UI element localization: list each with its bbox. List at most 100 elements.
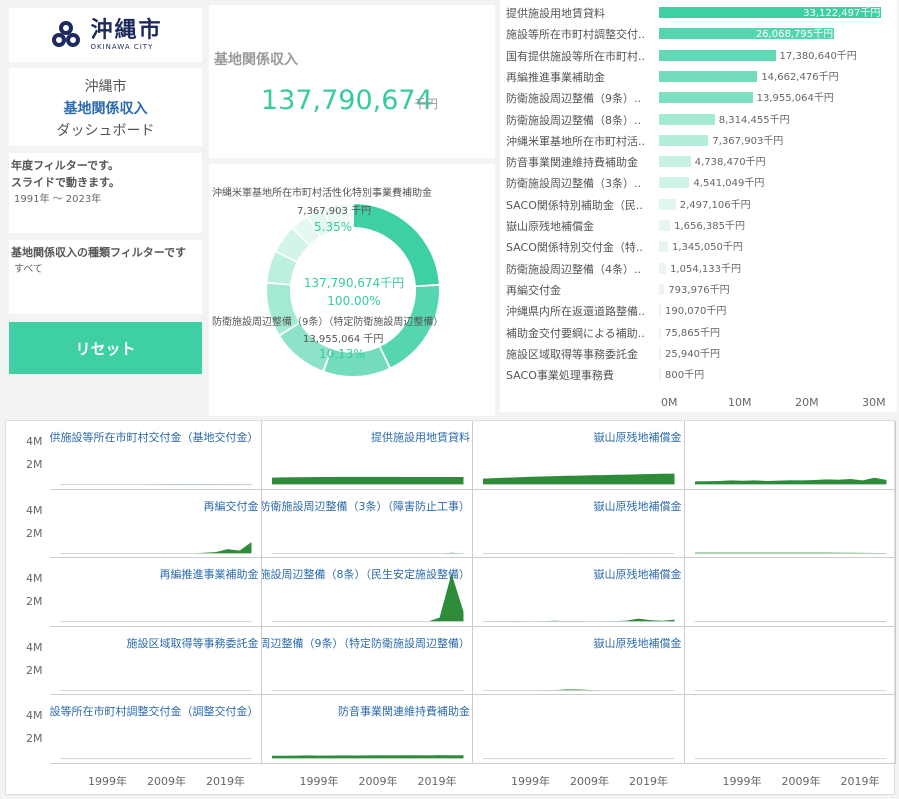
donut-slice[interactable] xyxy=(267,252,297,284)
bar-row[interactable]: 嶽山原残地補償金 1,656,385千円 xyxy=(500,215,897,236)
bar-row[interactable]: 防衛施設周辺整備（3条）.. 4,541,049千円 xyxy=(500,172,897,193)
area-panel[interactable]: 国有提供施設等所在市町村交付金（基地交付金） xyxy=(50,421,262,490)
area-panel[interactable] xyxy=(684,558,896,627)
bar-row[interactable]: 施設等所在市町村調整交付.. 26,068,795千円 xyxy=(500,23,897,44)
donut-slice[interactable] xyxy=(340,204,347,228)
bar[interactable] xyxy=(659,305,661,317)
area-panel-title: 施設等所在市町村調整交付金（調整交付金） xyxy=(50,705,259,719)
donut-slice[interactable] xyxy=(324,206,338,231)
area-x-tick: 2019年 xyxy=(629,775,668,788)
logo-name: 沖縄市 xyxy=(90,18,163,43)
donut-slice[interactable] xyxy=(276,229,309,262)
donut-slice[interactable] xyxy=(345,204,350,228)
bar-row[interactable]: 防衛施設周辺整備（8条）.. 8,314,455千円 xyxy=(500,109,897,130)
area-panel-title: 再編推進事業補助金 xyxy=(159,568,259,582)
donut-slice[interactable] xyxy=(324,347,389,376)
bar-row[interactable]: 再編交付金 793,976千円 xyxy=(500,279,897,300)
area-panel[interactable] xyxy=(684,421,896,490)
bar-row[interactable]: 再編推進事業補助金 14,662,476千円 xyxy=(500,66,897,87)
bar-row[interactable]: 防衛施設周辺整備（9条）.. 13,955,064千円 xyxy=(500,87,897,108)
reset-button[interactable]: リセット xyxy=(9,322,202,374)
bar[interactable] xyxy=(659,369,661,381)
area-panel[interactable]: 防衛施設周辺整備（3条）（障害防止工事） xyxy=(261,489,473,559)
bar-row[interactable]: 沖縄米軍基地所在市町村活.. 7,367,903千円 xyxy=(500,130,897,151)
donut-slice[interactable] xyxy=(353,204,439,286)
area-panel-plot xyxy=(60,541,252,554)
bar[interactable] xyxy=(659,156,691,168)
kpi-unit: 千円 xyxy=(414,97,439,111)
area-panel[interactable]: 防衛施設周辺整備（8条）（民生安定施設整備） xyxy=(261,558,473,627)
bar-label: SACO関係特別補助金（民.. xyxy=(506,198,643,212)
area-panel[interactable]: 再編交付金 xyxy=(50,489,262,559)
bar[interactable] xyxy=(659,220,671,231)
area-panel-plot xyxy=(271,476,463,486)
area-panel[interactable]: 嶽山原残地補償金 xyxy=(473,421,685,490)
bar-row[interactable]: SACO関係特別交付金（特.. 1,345,050千円 xyxy=(500,236,897,257)
donut-slice[interactable] xyxy=(280,323,331,371)
bar-row[interactable]: 防音事業関連維持費補助金 4,738,470千円 xyxy=(500,151,897,172)
area-series xyxy=(271,573,463,622)
area-panel[interactable]: 嶽山原残地補償金 xyxy=(473,558,685,627)
bar[interactable] xyxy=(659,134,709,146)
bar-row[interactable]: 提供施設用地賃貸料 33,122,497千円 xyxy=(500,2,897,23)
donut-slice[interactable] xyxy=(267,283,299,335)
year-filter-value[interactable]: 1991年 〜 2023年 xyxy=(14,194,102,205)
area-y-tick: 4M xyxy=(26,709,43,723)
bar[interactable] xyxy=(659,177,690,189)
bar-label: SACO関係特別交付金（特.. xyxy=(506,241,643,255)
donut-callout2-value: 13,955,064 千円 xyxy=(303,334,384,345)
bar-row[interactable]: SACO事業処理事務費 800千円 xyxy=(500,364,897,385)
area-panel[interactable]: 防衛施設周辺整備（9条）（特定防衛施設周辺整備） xyxy=(261,626,473,696)
area-panel[interactable]: 提供施設用地賃貸料 xyxy=(261,421,473,490)
area-panel[interactable] xyxy=(684,626,896,696)
type-filter[interactable]: 基地関係収入の種類フィルターです すべて xyxy=(9,240,202,314)
bar-row[interactable]: 施設区域取得等事務委託金 25,940千円 xyxy=(500,343,897,364)
year-filter[interactable]: 年度フィルターです。 スライドで動きます。 1991年 〜 2023年 xyxy=(9,153,202,233)
area-panel-plot xyxy=(60,621,252,623)
area-panel[interactable]: 施設等所在市町村調整交付金（調整交付金） xyxy=(50,695,262,764)
bar-label: 施設等所在市町村調整交付.. xyxy=(506,28,645,42)
bar-label: 防衛施設周辺整備（3条）.. xyxy=(506,177,641,191)
area-panel[interactable] xyxy=(684,489,896,559)
bar[interactable] xyxy=(659,283,665,295)
donut-slice[interactable] xyxy=(380,285,439,368)
donut-slice[interactable] xyxy=(349,204,352,228)
bar[interactable] xyxy=(659,7,882,18)
donut-slice[interactable] xyxy=(308,209,331,237)
bar[interactable] xyxy=(659,70,758,82)
bar[interactable] xyxy=(659,113,715,125)
bar[interactable] xyxy=(659,198,676,210)
bar-row[interactable]: 補助金交付要綱による補助.. 75,865千円 xyxy=(500,322,897,343)
area-panel[interactable]: 嶽山原残地補償金 xyxy=(473,489,685,559)
area-panel[interactable]: 施設区域取得等事務委託金 xyxy=(50,626,262,696)
bar-label: SACO事業処理事務費 xyxy=(506,369,614,383)
area-panel[interactable] xyxy=(473,695,685,764)
bar-row[interactable]: SACO関係特別補助金（民.. 2,497,106千円 xyxy=(500,194,897,215)
donut-slice[interactable] xyxy=(293,217,320,245)
donut-callout1-label: 沖縄米軍基地所在市町村活性化特別事業費補助金 xyxy=(212,188,432,199)
bar[interactable] xyxy=(659,241,669,253)
bar-value-label: 1,345,050千円 xyxy=(672,242,743,254)
area-panel[interactable] xyxy=(684,695,896,764)
area-panel-plot xyxy=(483,758,675,760)
type-filter-label: 基地関係収入の種類フィルターです xyxy=(11,246,187,259)
bar-label: 施設区域取得等事務委託金 xyxy=(506,347,638,361)
area-panel[interactable]: 嶽山原残地補償金 xyxy=(473,626,685,696)
area-panel-title: 嶽山原残地補償金 xyxy=(593,636,682,650)
title-line3: ダッシュボード xyxy=(56,123,155,139)
bar[interactable] xyxy=(659,49,776,61)
bar-row[interactable]: 国有提供施設等所在市町村.. 17,380,640千円 xyxy=(500,45,897,66)
donut-slice[interactable] xyxy=(334,205,343,229)
type-filter-value[interactable]: すべて xyxy=(14,264,43,275)
bar[interactable] xyxy=(659,262,667,274)
area-panel[interactable]: 再編推進事業補助金 xyxy=(50,558,262,627)
bar[interactable] xyxy=(659,92,753,104)
bar-row[interactable]: 沖縄県内所在返還道路整備.. 190,070千円 xyxy=(500,300,897,321)
bar[interactable] xyxy=(659,326,661,338)
area-panel-plot xyxy=(271,689,463,691)
bar[interactable] xyxy=(659,347,661,359)
bar[interactable] xyxy=(659,28,834,40)
area-series xyxy=(483,473,675,485)
bar-row[interactable]: 防衛施設周辺整備（4条）.. 1,054,133千円 xyxy=(500,258,897,279)
area-panel[interactable]: 防音事業関連維持費補助金 xyxy=(261,695,473,764)
